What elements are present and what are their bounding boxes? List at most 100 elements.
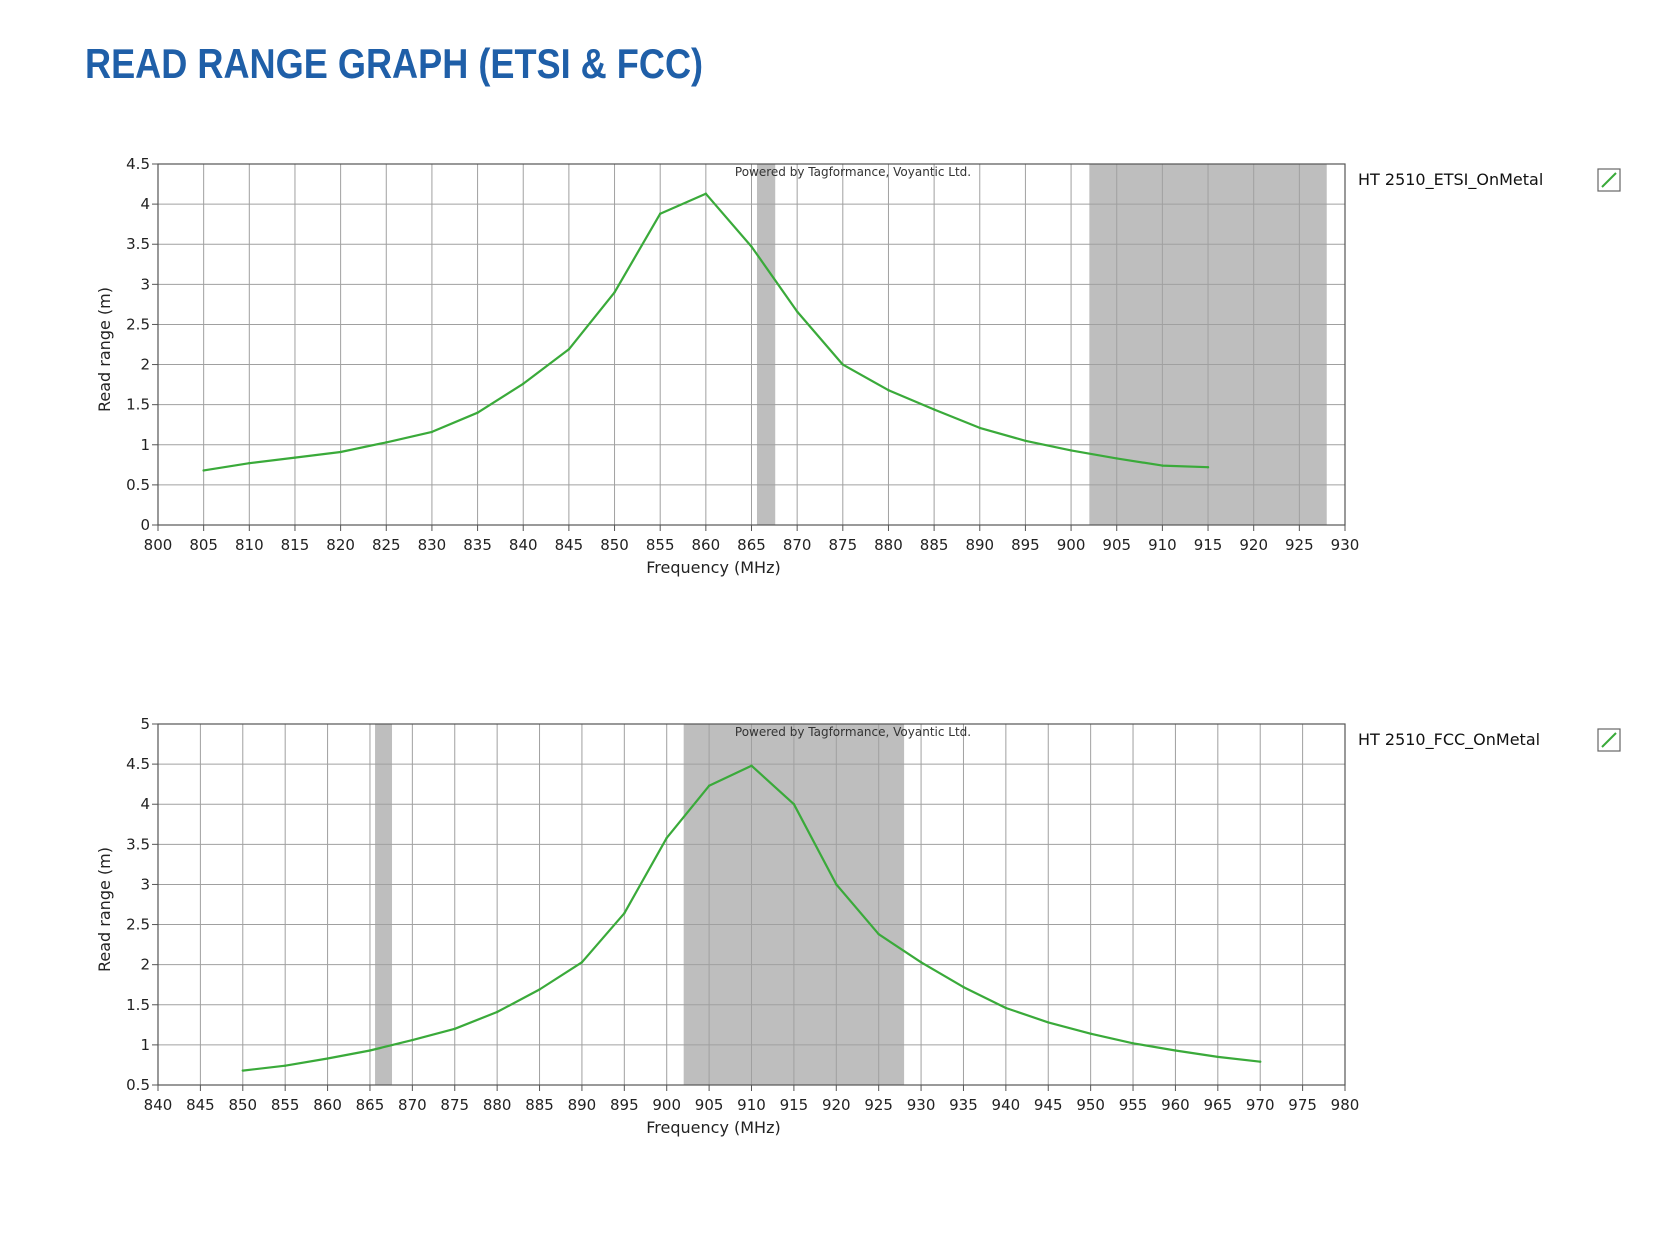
data-point [476,411,479,414]
x-tick-label: 955 [1119,1096,1148,1114]
data-point [202,469,205,472]
x-axis-title: Frequency (MHz) [646,1118,780,1137]
legend-label: HT 2510_ETSI_OnMetal [1358,170,1543,190]
data-point [411,1038,414,1042]
x-tick-label: 910 [1148,536,1177,554]
y-tick-label: 4.5 [126,155,150,173]
data-point [293,456,297,459]
x-tick-label: 890 [965,536,994,554]
x-tick-label: 855 [646,536,675,554]
x-tick-label: 835 [463,536,492,554]
data-point [567,348,571,351]
y-tick-label: 2.5 [126,315,150,333]
read-range-chart-etsi: 800 805 810 815 820 825 830 835 840 845 850 855 860 8… [95,155,1621,577]
y-tick-label: 3 [140,275,150,293]
x-tick-label: 860 [692,536,721,554]
x-tick-label: 905 [1102,536,1131,554]
x-tick-label: 970 [1246,1096,1275,1114]
x-tick-label: 850 [600,536,629,554]
x-tick-label: 940 [992,1096,1021,1114]
x-tick-label: 815 [281,536,310,554]
y-tick-label: 2 [140,356,150,374]
y-axis-title: Read range (m) [95,847,114,972]
x-tick-label: 930 [1331,536,1360,554]
y-tick-label: 2.5 [126,916,150,934]
x-tick-label: 950 [1076,1096,1105,1114]
shaded-band-0 [375,724,393,1085]
y-tick-label: 5 [140,715,150,733]
data-point [538,988,541,991]
x-tick-label: 825 [372,536,401,554]
x-tick-label: 915 [1194,536,1223,554]
y-tick-label: 4 [140,795,150,813]
x-tick-label: 855 [271,1096,300,1114]
data-point [1047,1021,1050,1024]
data-point [1069,449,1073,452]
data-point [1206,466,1210,469]
x-tick-label: 885 [525,1096,554,1114]
data-point [750,764,753,767]
x-tick-label: 875 [440,1096,469,1114]
x-tick-label: 860 [313,1096,342,1114]
data-point [750,245,753,248]
x-tick-label: 965 [1204,1096,1233,1114]
x-tick-label: 960 [1161,1096,1190,1114]
data-point [1004,1006,1008,1010]
y-tick-label: 1.5 [126,996,150,1014]
x-tick-label: 915 [780,1096,809,1114]
x-axis-title: Frequency (MHz) [646,558,780,577]
y-tick-label: 3.5 [126,235,150,253]
x-tick-label: 845 [186,1096,215,1114]
x-tick-label: 870 [783,536,812,554]
data-point [1089,1032,1092,1035]
data-point [1024,439,1027,442]
y-tick-label: 3.5 [126,835,150,853]
data-point [453,1027,456,1031]
data-point [1161,464,1164,467]
x-tick-label: 900 [652,1096,681,1114]
y-tick-label: 1 [140,436,150,454]
data-point [707,784,711,787]
watermark-text: Powered by Tagformance, Voyantic Ltd. [735,725,971,739]
x-tick-label: 885 [920,536,949,554]
data-point [658,212,662,215]
data-point [665,836,668,840]
x-tick-label: 830 [418,536,447,554]
x-tick-label: 975 [1288,1096,1317,1114]
x-tick-label: 925 [864,1096,893,1114]
data-point [1131,1042,1135,1045]
x-tick-label: 925 [1285,536,1314,554]
data-point [877,932,880,936]
shaded-band-0 [756,164,776,525]
data-point [283,1064,287,1067]
data-point [430,430,434,434]
data-point [919,961,923,964]
data-point [326,1057,329,1060]
x-tick-label: 930 [907,1096,936,1114]
x-tick-label: 910 [737,1096,766,1114]
y-tick-label: 1.5 [126,396,150,414]
y-axis-title: Read range (m) [95,287,114,412]
data-point [1174,1049,1177,1052]
y-tick-label: 0 [140,516,150,534]
x-tick-label: 900 [1057,536,1086,554]
data-point [623,912,626,915]
data-point [613,291,616,294]
x-tick-label: 945 [1034,1096,1063,1114]
data-point [495,1010,499,1014]
data-point [368,1049,372,1052]
x-tick-label: 920 [1239,536,1268,554]
x-tick-label: 895 [1011,536,1040,554]
x-tick-label: 890 [568,1096,597,1114]
x-tick-label: 845 [555,536,584,554]
data-point [1259,1060,1262,1063]
data-point [241,1069,244,1072]
x-tick-label: 840 [144,1096,173,1114]
y-tick-label: 0.5 [126,1076,150,1094]
data-point [887,389,890,392]
x-tick-label: 935 [949,1096,978,1114]
x-tick-label: 805 [189,536,218,554]
x-tick-label: 905 [695,1096,724,1114]
x-tick-label: 840 [509,536,538,554]
x-tick-label: 865 [737,536,766,554]
